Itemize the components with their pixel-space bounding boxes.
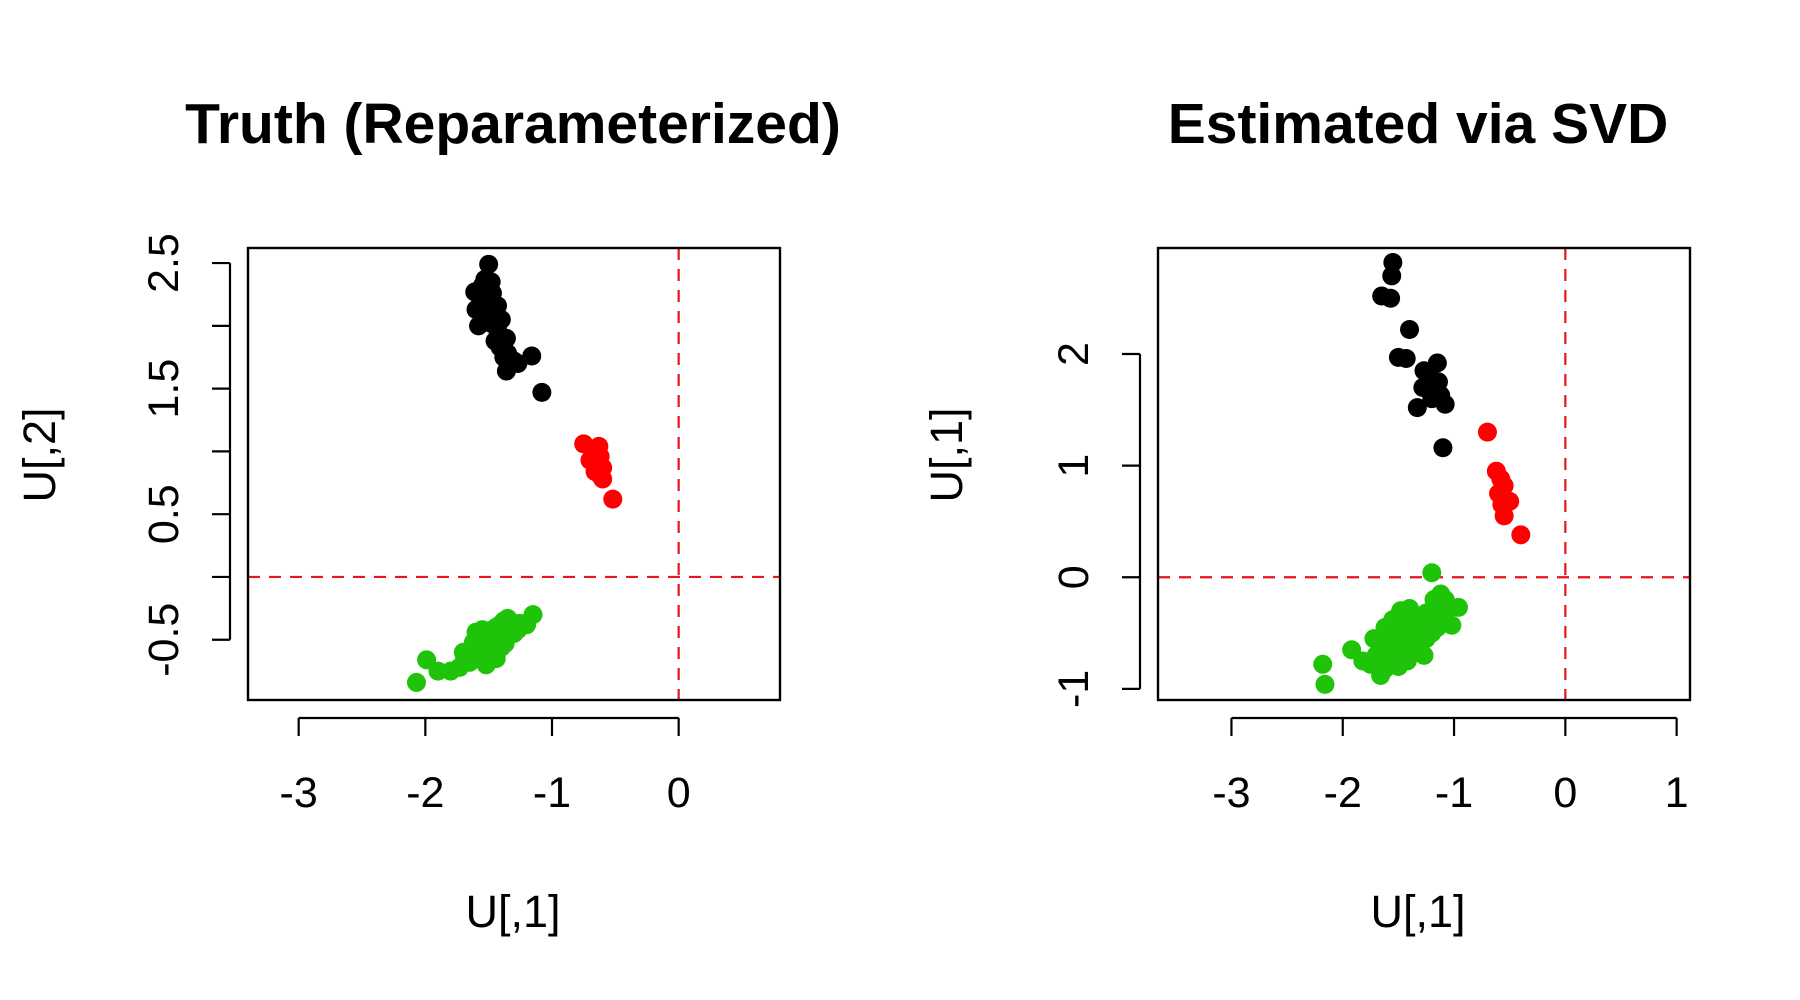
- data-point: [1407, 398, 1427, 418]
- data-point: [1377, 648, 1397, 668]
- y-tick-label: 0: [1050, 565, 1098, 589]
- data-point: [1400, 598, 1420, 618]
- data-point: [1315, 674, 1335, 694]
- x-axis-label: U[,1]: [1370, 886, 1465, 937]
- chart-title: Estimated via SVD: [1168, 92, 1669, 156]
- y-axis-label: U[,1]: [921, 407, 972, 502]
- data-point: [1442, 615, 1462, 635]
- y-tick-label: 1.5: [140, 359, 188, 419]
- data-point: [1477, 422, 1497, 442]
- y-tick-label: -0.5: [140, 603, 188, 677]
- plot-frame: [246, 246, 782, 702]
- data-point: [1405, 629, 1425, 649]
- data-point: [469, 635, 489, 655]
- x-tick-label: 0: [1553, 769, 1577, 817]
- data-point: [593, 469, 613, 489]
- chart-title: Truth (Reparameterized): [185, 92, 841, 156]
- data-point: [523, 605, 543, 625]
- data-point: [1382, 266, 1402, 286]
- x-tick-label: -1: [1435, 769, 1473, 817]
- data-point: [532, 382, 552, 402]
- data-point: [1313, 654, 1333, 674]
- data-point: [1371, 665, 1391, 685]
- data-point: [1435, 394, 1455, 414]
- data-point: [1511, 525, 1531, 545]
- left-panel: Truth (Reparameterized) U[,1] U[,2] -3 -2…: [14, 92, 841, 937]
- x-tick-label: 0: [667, 769, 691, 817]
- data-point: [1400, 319, 1420, 339]
- data-point: [1381, 288, 1401, 308]
- x-tick-label: 1: [1665, 769, 1689, 817]
- right-panel: Estimated via SVD U[,1] U[,1] -3 -2 -1 0 1 -1…: [921, 92, 1692, 937]
- data-point: [1433, 438, 1453, 458]
- data-point: [486, 649, 506, 669]
- data-point: [522, 346, 542, 366]
- data-point: [1396, 348, 1416, 368]
- data-point: [1353, 651, 1373, 671]
- y-tick-label: 1: [1050, 454, 1098, 478]
- data-point: [603, 489, 623, 509]
- y-tick-label: 2: [1050, 342, 1098, 366]
- y-tick-label: 2.5: [140, 233, 188, 293]
- data-point: [508, 620, 528, 640]
- x-tick-label: -1: [533, 769, 571, 817]
- y-axis-label: U[,2]: [14, 407, 65, 502]
- plot-frame: [1156, 246, 1692, 702]
- x-tick-label: -2: [406, 769, 444, 817]
- data-point: [1494, 506, 1514, 526]
- x-tick-label: -3: [1212, 769, 1250, 817]
- x-tick-label: -3: [280, 769, 318, 817]
- data-point: [479, 254, 499, 274]
- y-tick-label: 0.5: [140, 484, 188, 544]
- data-point: [1414, 645, 1434, 665]
- data-point: [484, 627, 504, 647]
- data-point: [453, 642, 473, 662]
- data-point: [1424, 590, 1444, 610]
- data-point: [1364, 629, 1384, 649]
- data-point: [406, 672, 426, 692]
- data-point: [1449, 597, 1469, 617]
- x-tick-label: -2: [1324, 769, 1362, 817]
- data-point: [496, 361, 516, 381]
- y-tick-label: -1: [1050, 670, 1098, 708]
- x-axis-label: U[,1]: [465, 886, 560, 937]
- data-point: [1422, 563, 1442, 583]
- data-point: [469, 316, 489, 336]
